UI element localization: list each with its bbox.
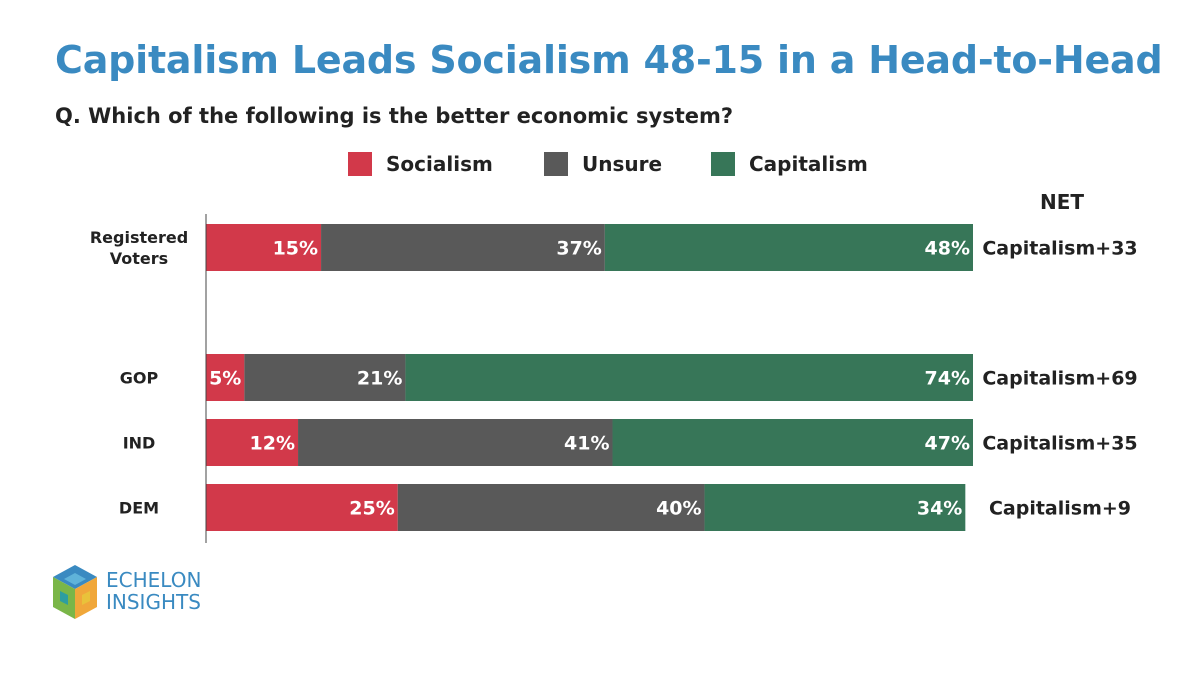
data-label-dem-capitalism: 34% <box>917 498 962 520</box>
legend-label-socialism: Socialism <box>386 152 493 176</box>
bar-ind-unsure <box>298 419 613 466</box>
data-label-ind-capitalism: 47% <box>925 433 970 455</box>
net-column-header: NET <box>1040 190 1085 214</box>
category-label-registered-voters: Registered Voters <box>90 228 188 268</box>
data-label-ind-socialism: 12% <box>250 433 295 455</box>
cube-logo-icon <box>53 565 97 619</box>
bar-gop-unsure <box>244 354 406 401</box>
logo-line-2: INSIGHTS <box>106 590 201 614</box>
bar-gop-socialism <box>206 354 245 401</box>
bar-dem-capitalism <box>704 484 966 531</box>
data-label-ind-unsure: 41% <box>564 433 609 455</box>
category-label-dem: DEM <box>119 499 159 518</box>
category-label-gop: GOP <box>120 369 159 388</box>
data-label-gop-capitalism: 74% <box>925 368 970 390</box>
bar-registered-voters-capitalism <box>604 224 973 271</box>
net-label-ind: Capitalism+35 <box>982 433 1137 455</box>
data-label-gop-socialism: 5% <box>209 368 241 390</box>
logo-line-1: ECHELON <box>106 568 202 592</box>
net-label-dem: Capitalism+9 <box>989 498 1131 520</box>
legend-label-unsure: Unsure <box>582 152 663 176</box>
bar-ind-socialism <box>206 419 299 466</box>
echelon-insights-logo: ECHELON INSIGHTS <box>50 563 250 623</box>
bar-registered-voters-socialism <box>206 224 322 271</box>
chart-subtitle: Q. Which of the following is the better … <box>55 104 734 128</box>
data-label-gop-unsure: 21% <box>357 368 402 390</box>
bar-dem-socialism <box>206 484 398 531</box>
net-label-registered-voters: Capitalism+33 <box>982 238 1137 260</box>
chart-title: Capitalism Leads Socialism 48-15 in a He… <box>55 38 1163 82</box>
bar-ind-capitalism <box>612 419 973 466</box>
data-label-registered-voters-capitalism: 48% <box>925 238 970 260</box>
legend-swatch-capitalism <box>711 152 735 176</box>
bar-gop-capitalism <box>405 354 973 401</box>
data-label-dem-unsure: 40% <box>656 498 701 520</box>
legend-swatch-unsure <box>544 152 568 176</box>
legend-swatch-socialism <box>348 152 372 176</box>
bar-registered-voters-unsure <box>321 224 605 271</box>
legend: Socialism Unsure Capitalism <box>0 151 1200 177</box>
legend-label-capitalism: Capitalism <box>749 152 868 176</box>
bar-dem-unsure <box>397 484 705 531</box>
data-label-dem-socialism: 25% <box>349 498 394 520</box>
category-label-ind: IND <box>123 434 156 453</box>
logo-text: ECHELON INSIGHTS <box>106 569 201 613</box>
data-label-registered-voters-socialism: 15% <box>273 238 318 260</box>
data-label-registered-voters-unsure: 37% <box>556 238 601 260</box>
net-label-gop: Capitalism+69 <box>982 368 1137 390</box>
